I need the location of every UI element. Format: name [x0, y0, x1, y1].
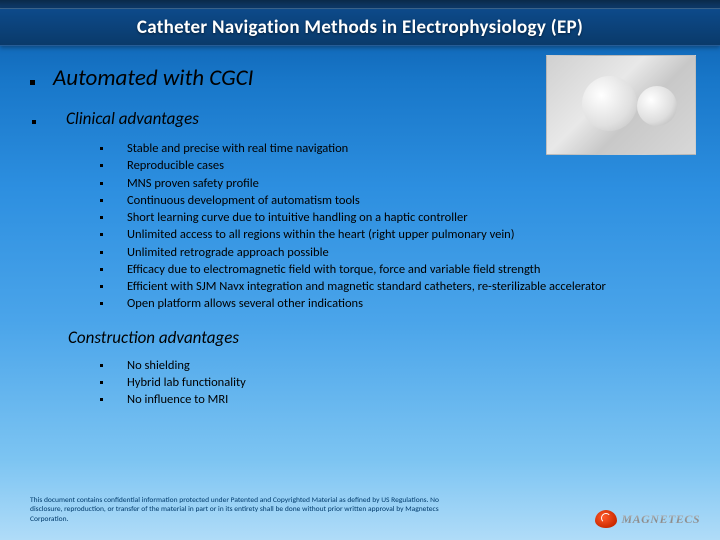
- list-item: No influence to MRI: [100, 392, 690, 408]
- list-item-text: Reproducible cases: [127, 158, 224, 174]
- bullet-dot: [100, 216, 103, 219]
- list-item: Unlimited access to all regions within t…: [100, 227, 690, 243]
- list-item-text: Continuous development of automatism too…: [127, 193, 360, 209]
- bullet-dot: [32, 120, 36, 124]
- list-item: Short learning curve due to intuitive ha…: [100, 210, 690, 226]
- bullet-dot: [100, 302, 103, 305]
- bullet-dot: [100, 164, 103, 167]
- bullet-dot: [100, 268, 103, 271]
- list-item: Reproducible cases: [100, 158, 690, 174]
- title-bar: Catheter Navigation Methods in Electroph…: [0, 8, 720, 46]
- bullet-dot: [100, 398, 103, 401]
- slide-title: Catheter Navigation Methods in Electroph…: [137, 16, 583, 39]
- bullet-dot: [100, 233, 103, 236]
- list-item-text: MNS proven safety profile: [127, 176, 259, 192]
- bullet-dot: [100, 199, 103, 202]
- list-item-text: Efficient with SJM Navx integration and …: [127, 279, 606, 295]
- list-item-text: Stable and precise with real time naviga…: [127, 141, 348, 157]
- logo-text: MAGNETECS: [621, 512, 700, 527]
- list-item: Unlimited retrograde approach possible: [100, 245, 690, 261]
- clinical-heading-row: Clinical advantages: [30, 108, 690, 129]
- disclaimer-text: This document contains confidential info…: [30, 496, 460, 524]
- list-item-text: Hybrid lab functionality: [127, 375, 246, 391]
- list-item: Efficient with SJM Navx integration and …: [100, 279, 690, 295]
- bullet-dot: [100, 182, 103, 185]
- list-item-text: Short learning curve due to intuitive ha…: [127, 210, 468, 226]
- construction-heading: Construction advantages: [68, 327, 690, 348]
- list-item: Open platform allows several other indic…: [100, 296, 690, 312]
- main-heading: Automated with CGCI: [53, 64, 253, 92]
- list-item: No shielding: [100, 358, 690, 374]
- list-item: MNS proven safety profile: [100, 176, 690, 192]
- top-accent-bar: [0, 0, 720, 8]
- clinical-heading: Clinical advantages: [66, 108, 199, 129]
- list-item-text: Efficacy due to electromagnetic field wi…: [127, 262, 540, 278]
- logo-swirl-icon: [595, 510, 617, 528]
- bullet-dot: [100, 251, 103, 254]
- list-item-text: No influence to MRI: [127, 392, 228, 408]
- clinical-list: Stable and precise with real time naviga…: [100, 141, 690, 313]
- content-area: Automated with CGCI Clinical advantages …: [0, 46, 720, 408]
- list-item: Stable and precise with real time naviga…: [100, 141, 690, 157]
- main-heading-row: Automated with CGCI: [30, 64, 690, 92]
- list-item: Efficacy due to electromagnetic field wi…: [100, 262, 690, 278]
- list-item: Continuous development of automatism too…: [100, 193, 690, 209]
- bullet-dot: [100, 147, 103, 150]
- bullet-dot: [100, 364, 103, 367]
- list-item-text: Open platform allows several other indic…: [127, 296, 363, 312]
- list-item: Hybrid lab functionality: [100, 375, 690, 391]
- company-logo: MAGNETECS: [595, 510, 700, 528]
- bullet-dot: [30, 80, 35, 85]
- list-item-text: Unlimited access to all regions within t…: [127, 227, 515, 243]
- construction-list: No shielding Hybrid lab functionality No…: [100, 358, 690, 409]
- list-item-text: Unlimited retrograde approach possible: [127, 245, 329, 261]
- list-item-text: No shielding: [127, 358, 190, 374]
- bullet-dot: [100, 285, 103, 288]
- bullet-dot: [100, 381, 103, 384]
